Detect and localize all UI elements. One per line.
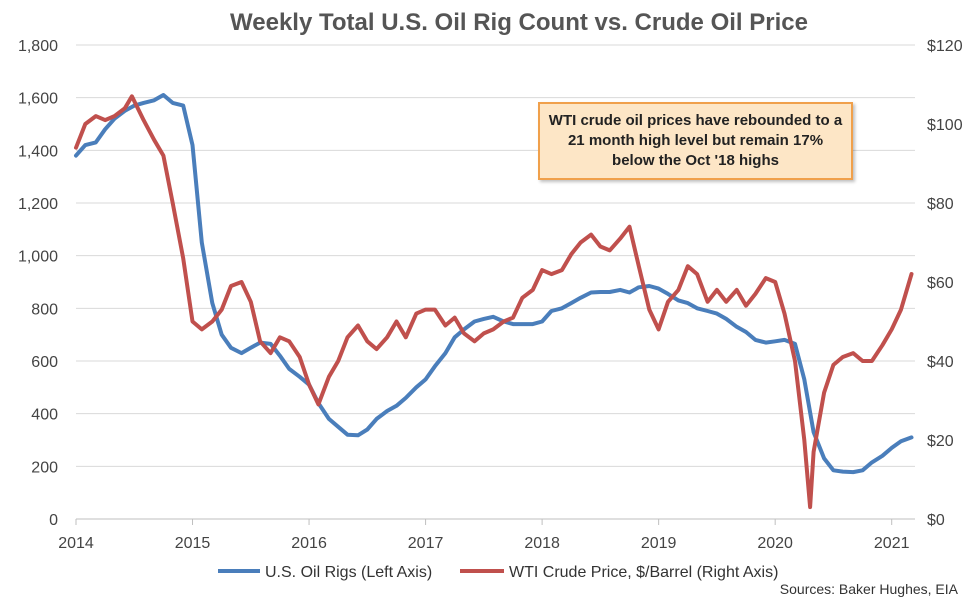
left-axis: 0 200 400 600 800 1,000 1,200 1,400 1,600 1,800 bbox=[18, 38, 58, 529]
right-tick-label: $40 bbox=[927, 354, 954, 371]
x-tick-label: 2020 bbox=[757, 535, 793, 552]
series-line-wti-crude-price bbox=[74, 94, 914, 510]
left-tick-label: 1,400 bbox=[18, 143, 58, 160]
annotation-box: WTI crude oil prices have rebounded to a… bbox=[538, 102, 853, 180]
x-tick-label: 2014 bbox=[58, 535, 94, 552]
x-tick-label: 2019 bbox=[641, 535, 677, 552]
left-tick-label: 1,200 bbox=[18, 196, 58, 213]
right-tick-label: $60 bbox=[927, 275, 954, 292]
left-tick-label: 1,600 bbox=[18, 91, 58, 108]
left-tick-label: 600 bbox=[31, 354, 58, 371]
left-tick-label: 800 bbox=[31, 301, 58, 318]
right-tick-label: $80 bbox=[927, 196, 954, 213]
right-tick-label: $0 bbox=[927, 512, 945, 529]
left-tick-label: 400 bbox=[31, 407, 58, 424]
right-tick-label: $120 bbox=[927, 38, 963, 55]
x-tick-label: 2017 bbox=[408, 535, 444, 552]
x-tick-label: 2016 bbox=[291, 535, 327, 552]
x-axis: 2014 2015 2016 2017 2018 2019 2020 2021 bbox=[58, 518, 915, 552]
left-tick-label: 200 bbox=[31, 459, 58, 476]
legend-label-wti: WTI Crude Price, $/Barrel (Right Axis) bbox=[509, 564, 778, 581]
x-tick-label: 2015 bbox=[175, 535, 211, 552]
chart-title: Weekly Total U.S. Oil Rig Count vs. Crud… bbox=[230, 9, 808, 36]
legend-label-rigs: U.S. Oil Rigs (Left Axis) bbox=[265, 564, 432, 581]
right-tick-label: $20 bbox=[927, 433, 954, 450]
right-tick-label: $100 bbox=[927, 117, 963, 134]
legend: U.S. Oil Rigs (Left Axis) WTI Crude Pric… bbox=[218, 564, 778, 581]
left-tick-label: 0 bbox=[49, 512, 58, 529]
series-line-us-oil-rigs bbox=[74, 93, 914, 475]
x-tick-label: 2021 bbox=[874, 535, 910, 552]
source-note: Sources: Baker Hughes, EIA bbox=[780, 581, 959, 597]
x-tick-label: 2018 bbox=[524, 535, 560, 552]
left-tick-label: 1,000 bbox=[18, 249, 58, 266]
series-layer bbox=[74, 93, 914, 510]
left-tick-label: 1,800 bbox=[18, 38, 58, 55]
right-axis: $0 $20 $40 $60 $80 $100 $120 bbox=[927, 38, 963, 529]
